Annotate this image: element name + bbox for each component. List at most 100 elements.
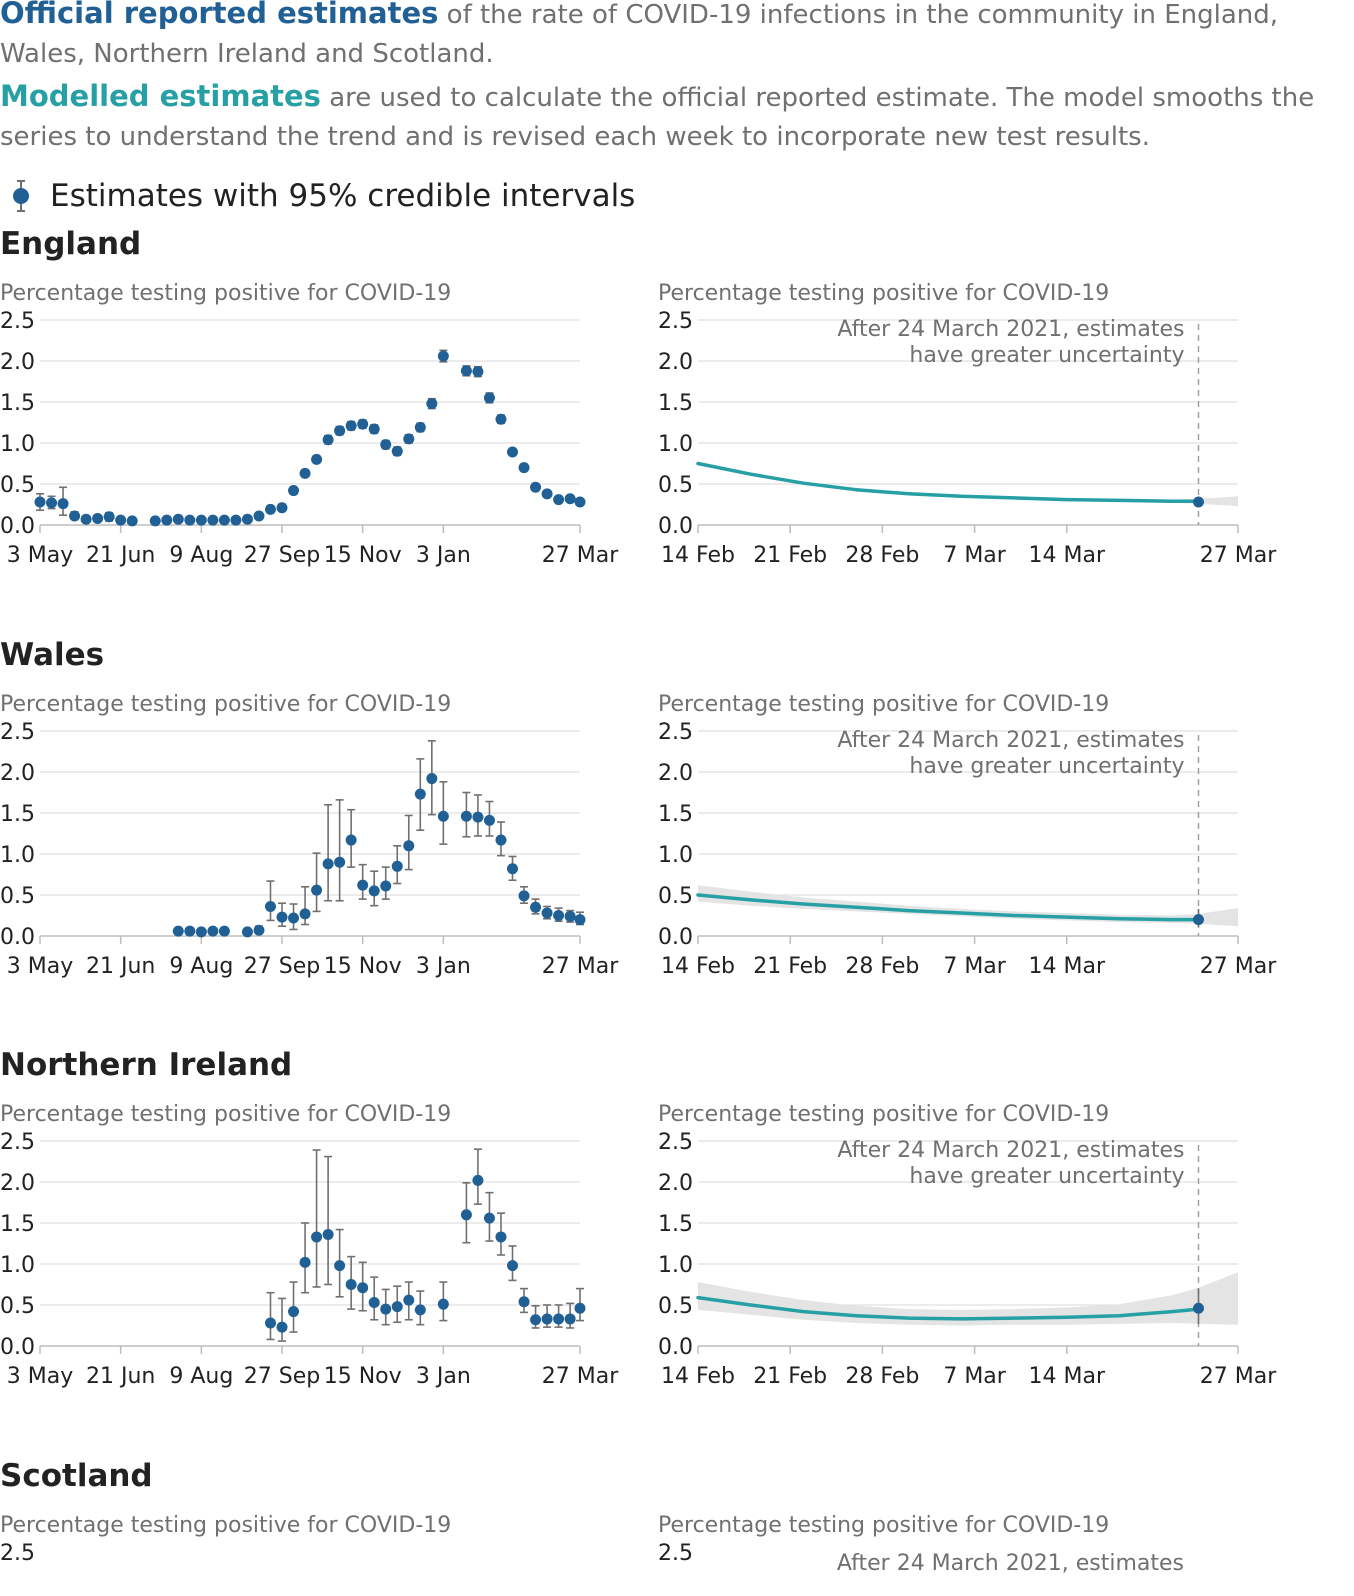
data-point bbox=[368, 1297, 380, 1309]
data-point bbox=[472, 811, 484, 823]
data-point bbox=[437, 810, 449, 822]
data-point bbox=[322, 1228, 334, 1240]
data-point bbox=[253, 510, 265, 522]
x-tick-label: 27 Mar bbox=[1200, 954, 1277, 979]
legend-label: Estimates with 95% credible intervals bbox=[50, 178, 636, 214]
data-point bbox=[507, 863, 518, 875]
y-tick-label: 1.5 bbox=[0, 391, 35, 416]
x-tick-label: 7 Mar bbox=[943, 954, 1006, 979]
data-point bbox=[80, 513, 92, 525]
x-tick-label: 3 May bbox=[7, 1364, 73, 1389]
data-point bbox=[541, 907, 553, 919]
data-point bbox=[495, 413, 507, 425]
data-point bbox=[103, 511, 115, 523]
y-tick-label: 2.0 bbox=[0, 761, 35, 786]
data-point bbox=[288, 912, 300, 924]
wales-modelled-chart: Percentage testing positive for COVID-19… bbox=[658, 692, 1277, 979]
england-modelled-chart: Percentage testing positive for COVID-19… bbox=[658, 281, 1277, 568]
x-tick-label: 9 Aug bbox=[169, 543, 233, 568]
modelled-trend-line bbox=[696, 1295, 1201, 1321]
y-tick-label: 0.5 bbox=[0, 884, 35, 909]
northern-ireland-modelled-chart: Percentage testing positive for COVID-19… bbox=[658, 1102, 1277, 1389]
data-point bbox=[184, 925, 196, 937]
data-point bbox=[276, 911, 288, 923]
data-point bbox=[541, 488, 553, 500]
y-axis-title: Percentage testing positive for COVID-19 bbox=[0, 692, 451, 717]
x-tick-label: 3 Jan bbox=[416, 543, 471, 568]
data-point bbox=[380, 880, 392, 892]
data-point bbox=[172, 513, 184, 525]
data-point bbox=[92, 512, 104, 524]
y-axis-title: Percentage testing positive for COVID-19 bbox=[658, 692, 1109, 717]
y-tick-label: 0.5 bbox=[658, 1294, 693, 1319]
uncertainty-annotation: After 24 March 2021, estimates bbox=[837, 1551, 1184, 1576]
x-tick-label: 21 Jun bbox=[86, 954, 155, 979]
data-point bbox=[161, 514, 173, 526]
data-point bbox=[334, 1260, 346, 1272]
y-tick-label: 2.5 bbox=[0, 1130, 35, 1155]
data-point bbox=[357, 1282, 369, 1294]
y-axis-title: Percentage testing positive for COVID-19 bbox=[658, 281, 1109, 306]
final-estimate-point bbox=[1192, 914, 1204, 926]
estimate-marker-icon bbox=[13, 180, 29, 212]
x-tick-label: 21 Feb bbox=[753, 954, 827, 979]
data-point bbox=[46, 497, 58, 509]
y-tick-label: 2.5 bbox=[0, 720, 35, 745]
y-tick-label: 1.5 bbox=[658, 802, 693, 827]
wales-official-chart: Percentage testing positive for COVID-19… bbox=[0, 692, 619, 979]
legend: Estimates with 95% credible intervals bbox=[8, 178, 635, 214]
data-point bbox=[507, 1260, 518, 1272]
y-axis-title: Percentage testing positive for COVID-19 bbox=[658, 1513, 1109, 1538]
data-point bbox=[334, 425, 346, 437]
data-point bbox=[357, 879, 369, 891]
data-point bbox=[530, 481, 542, 493]
uncertainty-annotation: After 24 March 2021, estimates bbox=[837, 1138, 1184, 1163]
data-point bbox=[207, 925, 219, 937]
x-tick-label: 28 Feb bbox=[845, 543, 919, 568]
credible-interval-band bbox=[698, 885, 1238, 927]
intro-modelled: Modelled estimates are used to calculate… bbox=[0, 77, 1354, 157]
x-tick-label: 14 Feb bbox=[661, 954, 735, 979]
intro-official: Official reported estimates of the rate … bbox=[0, 0, 1354, 74]
x-tick-label: 27 Sep bbox=[244, 1364, 320, 1389]
data-point bbox=[574, 1302, 586, 1314]
data-point bbox=[553, 910, 565, 921]
final-estimate-point bbox=[1192, 1302, 1204, 1314]
x-tick-label: 7 Mar bbox=[943, 1364, 1006, 1389]
y-tick-label: 2.5 bbox=[658, 309, 693, 334]
data-point bbox=[241, 513, 253, 525]
y-tick-label: 1.0 bbox=[0, 432, 35, 457]
y-tick-label: 0.5 bbox=[658, 884, 693, 909]
data-point bbox=[276, 1321, 288, 1333]
data-point bbox=[184, 514, 196, 526]
data-point bbox=[530, 901, 542, 913]
y-tick-label: 0.0 bbox=[658, 925, 693, 950]
uncertainty-annotation: have greater uncertainty bbox=[909, 1164, 1184, 1189]
y-tick-label: 1.0 bbox=[658, 432, 693, 457]
uncertainty-annotation: have greater uncertainty bbox=[909, 754, 1184, 779]
x-tick-label: 21 Feb bbox=[753, 1364, 827, 1389]
region-title-scotland: Scotland bbox=[0, 1458, 153, 1494]
y-axis-title: Percentage testing positive for COVID-19 bbox=[0, 1513, 451, 1538]
data-point bbox=[299, 467, 311, 479]
data-point bbox=[311, 453, 323, 465]
x-tick-label: 3 Jan bbox=[416, 1364, 471, 1389]
data-point bbox=[218, 514, 230, 526]
data-point bbox=[69, 510, 81, 522]
data-point bbox=[495, 1231, 507, 1243]
y-tick-label: 0.5 bbox=[0, 473, 35, 498]
y-tick-label: 1.0 bbox=[658, 1253, 693, 1278]
y-tick-label: 1.5 bbox=[658, 1212, 693, 1237]
x-tick-label: 3 May bbox=[7, 543, 73, 568]
data-point bbox=[414, 1304, 426, 1316]
data-point bbox=[380, 439, 392, 451]
x-tick-label: 14 Feb bbox=[661, 1364, 735, 1389]
x-tick-label: 27 Mar bbox=[542, 954, 619, 979]
data-point bbox=[368, 423, 380, 435]
data-point bbox=[322, 434, 334, 446]
y-tick-label: 2.0 bbox=[0, 350, 35, 375]
data-point bbox=[115, 514, 127, 526]
x-tick-label: 9 Aug bbox=[169, 954, 233, 979]
data-point bbox=[426, 773, 438, 785]
data-point bbox=[564, 493, 576, 505]
